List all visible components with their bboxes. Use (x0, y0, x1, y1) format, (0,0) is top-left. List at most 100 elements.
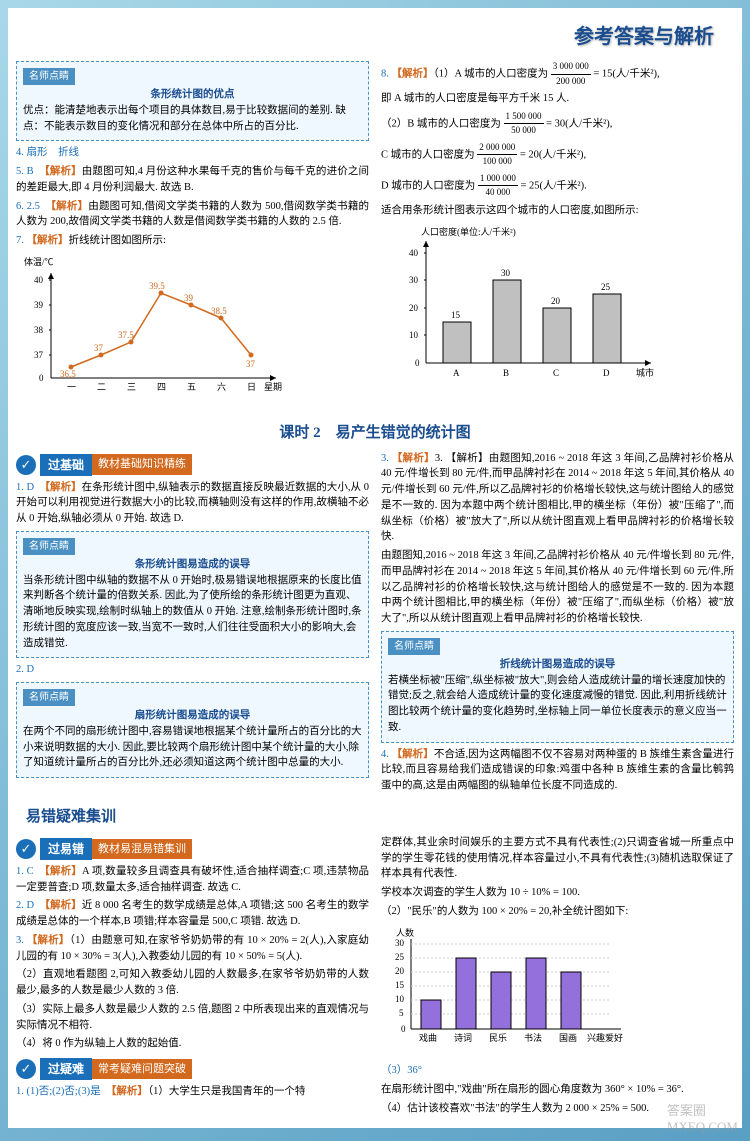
svg-text:37: 37 (94, 343, 104, 353)
badge-main: 过基础 (40, 454, 92, 476)
line-chart: 体温/℃ 40 39 38 37 0 36.5 37 37.5 39.5 39 … (16, 253, 369, 409)
ylabel: 体温/℃ (24, 256, 54, 267)
top-left-col: 名师点睛 条形统计图的优点 优点：能清楚地表示出每个项目的具体数目,易于比较数据… (16, 57, 369, 413)
svg-text:37.5: 37.5 (118, 330, 134, 340)
s3-q2: 2. D 【解析】近 8 000 名考生的数学成绩是总体,A 项错;这 500 … (16, 898, 369, 930)
s3-q1: 1. C 【解析】A 项,数量较多且调查具有破坏性,适合抽样调查;C 项,违禁物… (16, 864, 369, 896)
q8-a2: 即 A 城市的人口密度是每平方千米 15 人. (381, 91, 734, 107)
tip-label: 名师点睛 (388, 638, 440, 655)
svg-text:15: 15 (395, 980, 405, 990)
svg-text:民乐: 民乐 (489, 1032, 507, 1043)
svg-text:三: 三 (127, 382, 136, 392)
q8-c: C 城市的人口密度为 2 000 000100 000 = 20(人/千米²), (381, 141, 734, 169)
svg-text:10: 10 (395, 994, 405, 1004)
q6: 6. 2.5 【解析】由题图可知,借阅文学类书籍的人数为 500,借阅数学类书籍… (16, 199, 369, 231)
tip-s2-3: 名师点睛 折线统计图易造成的误导 若横坐标被"压缩",纵坐标被"放大",则会给人… (381, 631, 734, 743)
tip-label: 名师点睛 (23, 689, 75, 706)
svg-text:20: 20 (551, 296, 561, 306)
svg-text:D: D (603, 368, 610, 378)
site-watermark: MXEQ.COM (667, 1119, 738, 1134)
s3b-q1: 1. (1)否;(2)否;(3)是 【解析】（1）大学生只是我国青年的一个特 (16, 1084, 369, 1100)
badge-errors: ✓ 过易错 教材易混易错集训 (16, 838, 369, 860)
tip-s2-2: 名师点睛 扇形统计图易造成的误导 在两个不同的扇形统计图中,容易错误地根据某个统… (16, 682, 369, 778)
svg-text:国画: 国画 (559, 1033, 577, 1043)
s2-q4: 4. 【解析】不合适,因为这两幅图不仅不容易对两种蛋的 B 族维生素含量进行比较… (381, 747, 734, 794)
tip-body: 若横坐标被"压缩",纵坐标被"放大",则会给人造成统计量的增长速度加快的错觉;反… (388, 673, 727, 736)
check-icon: ✓ (16, 455, 36, 475)
svg-text:城市: 城市 (636, 367, 654, 378)
q5: 5. B 【解析】由题图可知,4 月份这种水果每千克的售价与每千克的进价之间的差… (16, 164, 369, 196)
s3r-3: （2）"民乐"的人数为 100 × 20% = 20,补全统计图如下: (381, 904, 734, 920)
q8-b: （2）B 城市的人口密度为 1 500 00050 000 = 30(人/千米²… (381, 110, 734, 138)
svg-text:38.5: 38.5 (211, 306, 227, 316)
tip-box-1: 名师点睛 条形统计图的优点 优点：能清楚地表示出每个项目的具体数目,易于比较数据… (16, 61, 369, 141)
svg-text:30: 30 (501, 268, 511, 278)
svg-text:38: 38 (34, 325, 44, 335)
tip-body: 优点：能清楚地表示出每个项目的具体数目,易于比较数据间的差别. 缺点：不能表示数… (23, 103, 362, 135)
svg-text:10: 10 (409, 330, 419, 340)
svg-text:20: 20 (395, 966, 405, 976)
svg-text:A: A (453, 368, 460, 378)
badge-sub: 教材易混易错集训 (92, 839, 192, 860)
svg-text:戏曲: 戏曲 (419, 1032, 437, 1043)
svg-text:0: 0 (415, 358, 420, 368)
svg-text:人数: 人数 (396, 927, 414, 938)
page-title: 参考答案与解析 (16, 16, 734, 57)
s3-q3-3: （3）实际上最多人数是最少人数的 2.5 倍,题图 2 中所表现出来的直观情况与… (16, 1002, 369, 1034)
svg-text:30: 30 (395, 938, 405, 948)
svg-text:书法: 书法 (524, 1032, 542, 1043)
svg-text:0: 0 (39, 373, 44, 383)
svg-text:20: 20 (409, 303, 419, 313)
tip-label: 名师点睛 (23, 538, 75, 555)
s2-q2: 2. D (16, 662, 369, 678)
badge-sub: 常考疑难问题突破 (92, 1059, 192, 1080)
svg-text:37: 37 (34, 350, 44, 360)
bar-chart-2: 人数 30 25 20 15 10 5 0 戏曲诗词民乐书法国画兴趣爱好 (381, 924, 734, 1060)
s2-left: ✓ 过基础 教材基础知识精练 1. D 【解析】在条形统计图中,纵轴表示的数据直… (16, 448, 369, 797)
svg-text:39: 39 (34, 300, 44, 310)
svg-text:C: C (553, 368, 559, 378)
tip-title: 折线统计图易造成的误导 (388, 657, 727, 673)
s2-right: 3. 【解析】3. 【解析】由题图知,2016 ~ 2018 年这 3 年间,乙… (381, 448, 734, 797)
svg-text:37: 37 (246, 359, 256, 369)
s3r-1: 定群体,其业余时间娱乐的主要方式不具有代表性;(2)只调查省城一所重点中学的学生… (381, 835, 734, 882)
watermark: 答案圈 MXEQ.COM (667, 1100, 738, 1135)
s2-q3: 3. 【解析】3. 【解析】由题图知,2016 ~ 2018 年这 3 年间,乙… (381, 451, 734, 546)
svg-text:四: 四 (157, 382, 166, 392)
svg-text:25: 25 (601, 282, 611, 292)
s3r-5: 在扇形统计图中,"戏曲"所在扇形的圆心角度数为 360° × 10% = 36°… (381, 1082, 734, 1098)
svg-text:40: 40 (34, 275, 44, 285)
svg-text:39.5: 39.5 (149, 281, 165, 291)
s3-q3-1: 3. 【解析】（1）由题意可知,在家爷爷奶奶带的有 10 × 20% = 2(人… (16, 933, 369, 965)
badge-difficult: ✓ 过疑难 常考疑难问题突破 (16, 1058, 369, 1080)
q8-last: 适合用条形统计图表示这四个城市的人口密度,如图所示: (381, 203, 734, 219)
svg-text:36.5: 36.5 (60, 369, 76, 379)
s3r-4: （3）36° (381, 1063, 734, 1079)
svg-text:25: 25 (395, 952, 405, 962)
s3-q3-4: （4）将 0 作为纵轴上人数的起始值. (16, 1036, 369, 1052)
s2-q1: 1. D 【解析】在条形统计图中,纵轴表示的数据直接反映最近数据的大小,从 0 … (16, 480, 369, 527)
badge-main: 过易错 (40, 838, 92, 860)
tip-body: 在两个不同的扇形统计图中,容易错误地根据某个统计量所占的百分比的大小来说明数据的… (23, 724, 362, 771)
svg-text:诗词: 诗词 (454, 1033, 472, 1043)
tip-body: 当条形统计图中纵轴的数据不从 0 开始时,极易错误地根据原来的长度比值来判断各个… (23, 573, 362, 652)
svg-text:30: 30 (409, 275, 419, 285)
check-icon: ✓ (16, 839, 36, 859)
svg-text:40: 40 (409, 248, 419, 258)
bar-chart-1: 人口密度(单位:人/千米²) 40 30 20 10 0 15 30 20 25… (381, 223, 734, 399)
tip-title: 条形统计图易造成的误导 (23, 557, 362, 573)
svg-text:日: 日 (247, 382, 256, 392)
tip-label: 名师点睛 (23, 68, 75, 85)
q4: 4. 扇形 折线 (16, 145, 369, 161)
tip-title: 条形统计图的优点 (23, 87, 362, 103)
section3-title: 易错疑难集训 (26, 805, 734, 826)
q8-d: D 城市的人口密度为 1 000 00040 000 = 25(人/千米²). (381, 172, 734, 200)
section2-title: 课时 2 易产生错觉的统计图 (16, 421, 734, 442)
svg-text:五: 五 (187, 382, 196, 392)
s3-right: 定群体,其业余时间娱乐的主要方式不具有代表性;(2)只调查省城一所重点中学的学生… (381, 832, 734, 1120)
tip-s2-1: 名师点睛 条形统计图易造成的误导 当条形统计图中纵轴的数据不从 0 开始时,极易… (16, 531, 369, 659)
q8-a: 8. 【解析】（1）A 城市的人口密度为 3 000 000200 000 = … (381, 60, 734, 88)
svg-text:星期: 星期 (264, 382, 282, 392)
svg-text:15: 15 (451, 310, 461, 320)
badge-basics: ✓ 过基础 教材基础知识精练 (16, 454, 369, 476)
